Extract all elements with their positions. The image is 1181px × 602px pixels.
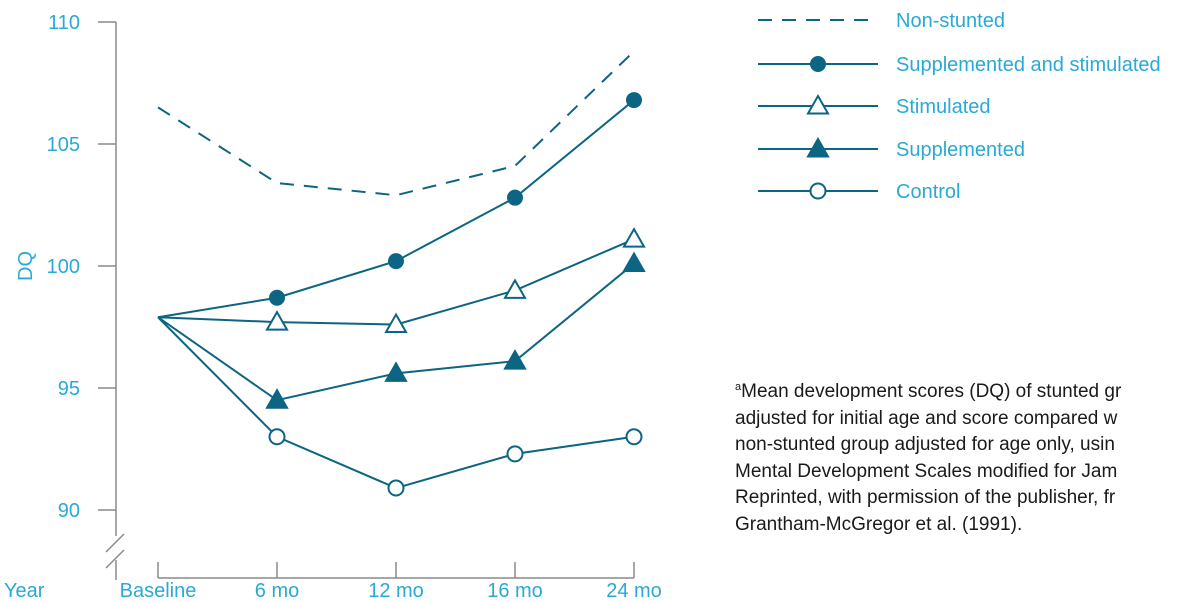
legend-item: Supplemented bbox=[758, 136, 1025, 161]
legend-item: Control bbox=[758, 181, 960, 203]
data-point bbox=[503, 278, 527, 299]
legend-item: Stimulated bbox=[758, 93, 991, 118]
y-tick-label: 90 bbox=[58, 500, 80, 522]
data-point bbox=[269, 289, 285, 306]
note-line: Grantham-McGregor et al. (1991). bbox=[735, 513, 1023, 535]
data-point bbox=[384, 312, 408, 334]
data-point bbox=[626, 92, 642, 109]
series-line bbox=[157, 50, 635, 197]
axes: 90 95 100 105 110 DQ Baseline 6 mo 12 mo 16 mo 24 … bbox=[4, 12, 662, 602]
data-point bbox=[806, 93, 830, 115]
legend-label: Stimulated bbox=[896, 96, 991, 118]
y-axis-label: DQ bbox=[15, 251, 37, 281]
data-point bbox=[810, 56, 826, 72]
data-point bbox=[265, 388, 289, 409]
legend: Non-stunted Supplemented and stimulated St… bbox=[758, 10, 1161, 203]
data-point bbox=[809, 182, 827, 200]
series-supplemented bbox=[157, 251, 646, 409]
x-axis-label: Year bbox=[4, 580, 45, 602]
data-point bbox=[384, 361, 408, 382]
data-point bbox=[507, 189, 523, 206]
data-point bbox=[622, 227, 646, 248]
data-point bbox=[388, 253, 404, 270]
y-tick-label: 100 bbox=[47, 256, 80, 278]
note-line-text: Mean development scores (DQ) of stunted … bbox=[741, 381, 1122, 402]
series-stimulated bbox=[157, 227, 646, 334]
data-point bbox=[506, 445, 524, 463]
x-tick-label: 24 mo bbox=[606, 580, 662, 602]
note-line: Reprinted, with permission of the publis… bbox=[735, 487, 1116, 508]
series-supplemented-and-stimulated bbox=[157, 92, 642, 319]
legend-label: Control bbox=[896, 181, 960, 203]
series-line bbox=[157, 99, 635, 319]
data-point bbox=[268, 428, 286, 446]
legend-label: Supplemented bbox=[896, 139, 1025, 161]
axis-break-mark bbox=[105, 533, 125, 553]
note-line: Mental Development Scales modified for J… bbox=[735, 460, 1118, 482]
series-control bbox=[157, 316, 643, 497]
legend-item: Supplemented and stimulated bbox=[758, 54, 1161, 76]
note-line: aMean development scores (DQ) of stunted… bbox=[735, 374, 1181, 406]
x-tick-label: Baseline bbox=[120, 580, 197, 602]
series-group bbox=[157, 50, 646, 497]
data-point bbox=[806, 136, 830, 158]
series-non-stunted bbox=[157, 50, 635, 197]
y-tick-label: 110 bbox=[48, 12, 80, 34]
series-line bbox=[157, 316, 635, 490]
y-tick-label: 95 bbox=[58, 378, 80, 400]
legend-label: Supplemented and stimulated bbox=[896, 54, 1161, 76]
x-tick-label: 16 mo bbox=[487, 580, 543, 602]
note-line: non-stunted group adjusted for age only,… bbox=[735, 434, 1115, 455]
note-line: adjusted for initial age and score compa… bbox=[735, 407, 1118, 429]
data-point bbox=[625, 428, 643, 446]
note-superscript: a bbox=[735, 381, 742, 393]
data-point bbox=[503, 349, 527, 370]
x-tick-label: 6 mo bbox=[255, 580, 299, 602]
data-point bbox=[387, 479, 405, 497]
data-point bbox=[265, 310, 289, 331]
x-tick-label: 12 mo bbox=[368, 580, 424, 602]
legend-item: Non-stunted bbox=[758, 10, 1005, 32]
figure-note: aMean development scores (DQ) of stunted… bbox=[735, 374, 1181, 538]
data-point bbox=[622, 251, 646, 273]
legend-label: Non-stunted bbox=[896, 10, 1005, 32]
y-tick-label: 105 bbox=[47, 134, 80, 156]
series-line bbox=[157, 238, 635, 326]
axis-break-mark bbox=[105, 549, 125, 569]
